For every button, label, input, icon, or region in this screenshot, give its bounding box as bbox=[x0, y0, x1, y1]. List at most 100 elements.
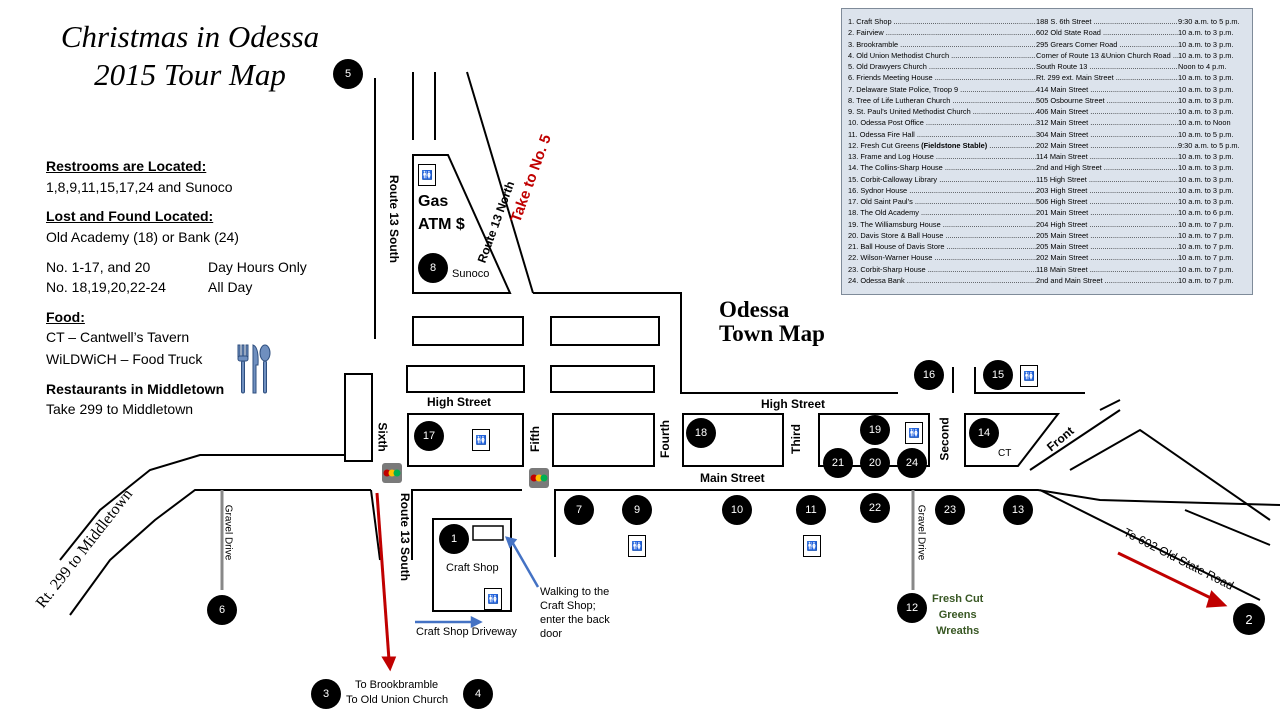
legend-site-name: 7. Delaware State Police, Troop 9 ......… bbox=[848, 84, 1036, 95]
legend-site-number: 4. bbox=[848, 50, 857, 60]
legend-address-text: 205 Main Street bbox=[1036, 230, 1091, 240]
legend-leader-dots: ........................................… bbox=[914, 197, 1036, 206]
walking-note: Walking to the Craft Shop; enter the bac… bbox=[540, 585, 610, 641]
legend-site-address: Corner of Route 13 &Union Church Road ..… bbox=[1036, 50, 1178, 61]
legend-row: 17. Old Saint Paul’s ...................… bbox=[848, 196, 1246, 207]
marker-16[interactable]: 16 bbox=[914, 360, 944, 390]
legend-site-address: 205 Main Street ........................… bbox=[1036, 230, 1178, 241]
legend-site-name: 21. Ball House of Davis Store ..........… bbox=[848, 241, 1036, 252]
legend-site-title: Davis Store & Ball House bbox=[860, 230, 946, 240]
legend-site-address: 115 High Street ........................… bbox=[1036, 174, 1178, 185]
marker-5[interactable]: 5 bbox=[333, 59, 363, 89]
map-title: Christmas in Odessa 2015 Tour Map bbox=[40, 18, 340, 94]
legend-site-number: 13. bbox=[848, 152, 861, 161]
legend-leader-dots: ........................................… bbox=[945, 230, 1036, 240]
legend-site-title: Odessa Post Office bbox=[860, 118, 926, 128]
legend-leader-dots: ........................................… bbox=[934, 73, 1036, 83]
legend-site-name: 23. Corbit-Sharp House .................… bbox=[848, 264, 1036, 275]
legend-row: 3. Brookramble .........................… bbox=[848, 39, 1246, 50]
legend-site-title: Corbit-Calloway Library bbox=[860, 174, 940, 184]
legend-site-hours: 10 a.m. to 3 p.m. bbox=[1178, 152, 1234, 161]
legend-leader-dots: ........................................… bbox=[893, 17, 1036, 26]
legend-site-hours: 10 a.m. to Noon bbox=[1178, 118, 1231, 128]
legend-leader-dots: ........................................… bbox=[1104, 275, 1178, 285]
legend-site-address: 204 High Street ........................… bbox=[1036, 219, 1178, 230]
marker-13[interactable]: 13 bbox=[1003, 495, 1033, 525]
town-map-line2: Town Map bbox=[719, 321, 825, 346]
restaurants-heading: Restaurants in Middletown bbox=[46, 381, 225, 397]
driveway-label: Craft Shop Driveway bbox=[416, 626, 517, 638]
legend-leader-dots: ........................................… bbox=[952, 95, 1036, 105]
marker-2[interactable]: 2 bbox=[1233, 603, 1265, 635]
legend-address-text: 203 High Street bbox=[1036, 185, 1090, 195]
restroom-icon: 🚻 bbox=[905, 422, 923, 444]
legend-address-text: 2nd and Main Street bbox=[1036, 275, 1105, 285]
town-map-line1: Odessa bbox=[719, 297, 790, 322]
legend-site-name: 2. Fairview ............................… bbox=[848, 27, 1036, 38]
legend-site-hours: 10 a.m. to 3 p.m. bbox=[1178, 84, 1234, 94]
high-street-label: High Street bbox=[427, 395, 492, 409]
marker-14[interactable]: 14 bbox=[969, 418, 999, 448]
legend-leader-dots: ........................................… bbox=[1089, 185, 1178, 195]
legend-leader-dots: ........................................… bbox=[935, 152, 1036, 161]
marker-4[interactable]: 4 bbox=[463, 679, 493, 709]
marker-20[interactable]: 20 bbox=[860, 448, 890, 478]
legend-site-address: 602 Old State Road .....................… bbox=[1036, 27, 1178, 38]
marker-8[interactable]: 8 bbox=[418, 253, 448, 283]
legend-row: 4. Old Union Methodist Church ..........… bbox=[848, 50, 1246, 61]
legend-address-text: 115 High Street bbox=[1036, 174, 1089, 184]
hours-sites-1: No. 1-17, and 20 bbox=[46, 259, 151, 275]
legend-site-address: South Route 13 .........................… bbox=[1036, 61, 1178, 72]
legend-address-text: Rt. 299 ext. Main Street bbox=[1036, 73, 1116, 83]
marker-10[interactable]: 10 bbox=[722, 495, 752, 525]
craft-shop-label: Craft Shop bbox=[446, 562, 499, 574]
marker-3[interactable]: 3 bbox=[311, 679, 341, 709]
marker-24[interactable]: 24 bbox=[897, 448, 927, 478]
restaurants-value: Take 299 to Middletown bbox=[46, 401, 194, 417]
legend-site-hours: 10 a.m. to 7 p.m. bbox=[1178, 219, 1234, 229]
marker-1[interactable]: 1 bbox=[439, 524, 469, 554]
legend-site-title: Fresh Cut Greens bbox=[860, 140, 922, 150]
legend-address-text: 304 Main Street bbox=[1036, 129, 1091, 139]
greens-label: Fresh Cut Greens Wreaths bbox=[932, 591, 983, 639]
legend-site-name: 14. The Collins-Sharp House ............… bbox=[848, 162, 1036, 173]
legend-leader-dots: ........................................… bbox=[972, 107, 1036, 116]
marker-17[interactable]: 17 bbox=[414, 421, 444, 451]
legend-site-number: 1. bbox=[848, 17, 857, 26]
legend-leader-dots: ........................................… bbox=[916, 129, 1036, 139]
marker-12[interactable]: 12 bbox=[897, 593, 927, 623]
legend-site-hours: 10 a.m. to 3 p.m. bbox=[1178, 95, 1234, 105]
marker-7[interactable]: 7 bbox=[564, 495, 594, 525]
marker-18[interactable]: 18 bbox=[686, 418, 716, 448]
legend-row: 16. Sydnor House .......................… bbox=[848, 185, 1246, 196]
marker-23[interactable]: 23 bbox=[935, 495, 965, 525]
marker-6[interactable]: 6 bbox=[207, 595, 237, 625]
legend-site-address: 304 Main Street ........................… bbox=[1036, 129, 1178, 140]
legend-address-text: 506 High Street bbox=[1036, 197, 1090, 206]
legend-leader-dots: ........................................… bbox=[928, 62, 1036, 71]
marker-21[interactable]: 21 bbox=[823, 448, 853, 478]
title-line1: Christmas in Odessa bbox=[60, 19, 320, 54]
marker-15[interactable]: 15 bbox=[983, 360, 1013, 390]
legend-site-name: 6. Friends Meeting House ...............… bbox=[848, 72, 1036, 83]
legend-site-hours: 10 a.m. to 7 p.m. bbox=[1178, 264, 1234, 274]
lost-found-value: Old Academy (18) or Bank (24) bbox=[46, 229, 239, 245]
legend-leader-dots: ........................................… bbox=[1089, 219, 1178, 229]
legend-site-name: 15. Corbit-Calloway Library ............… bbox=[848, 174, 1036, 185]
cutlery-icon bbox=[237, 344, 271, 394]
fourth-label: Fourth bbox=[658, 420, 672, 458]
legend-leader-dots: ........................................… bbox=[951, 50, 1036, 60]
legend-site-hours: 9:30 a.m. to 5 p.m. bbox=[1178, 140, 1240, 150]
marker-9[interactable]: 9 bbox=[622, 495, 652, 525]
legend-site-address: 2nd and Main Street ....................… bbox=[1036, 275, 1178, 286]
marker-11[interactable]: 11 bbox=[796, 495, 826, 525]
hours-schedule-1: Day Hours Only bbox=[208, 259, 307, 275]
to-brookramble-label: To Brookbramble bbox=[355, 679, 439, 691]
atm-label: ATM $ bbox=[418, 216, 465, 233]
legend-leader-dots: ........................................… bbox=[1090, 253, 1178, 263]
restroom-icon: 🚻 bbox=[418, 164, 436, 186]
marker-19[interactable]: 19 bbox=[860, 415, 890, 445]
marker-22[interactable]: 22 bbox=[860, 493, 890, 523]
legend-leader-dots: ........................................… bbox=[1106, 95, 1178, 105]
legend-leader-dots: ........................................… bbox=[1172, 50, 1178, 60]
